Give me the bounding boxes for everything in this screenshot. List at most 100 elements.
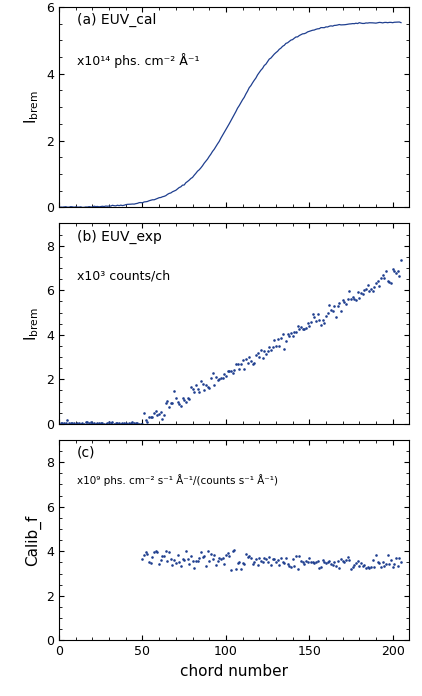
Point	[114, 418, 121, 429]
Point	[208, 372, 214, 383]
Point	[213, 560, 219, 571]
Point	[298, 555, 304, 567]
Point	[368, 561, 374, 572]
Point	[392, 267, 399, 278]
Point	[213, 371, 219, 382]
Point	[324, 308, 331, 319]
Point	[104, 418, 111, 429]
Point	[256, 351, 262, 363]
Point	[57, 418, 64, 429]
Point	[97, 418, 104, 429]
Point	[327, 304, 334, 315]
Point	[139, 553, 146, 564]
Point	[319, 554, 326, 565]
Point	[224, 365, 231, 377]
Point	[321, 556, 327, 567]
Point	[141, 407, 148, 418]
Point	[381, 273, 388, 284]
Point	[303, 555, 309, 566]
Point	[281, 343, 288, 354]
Point	[194, 383, 201, 395]
Point	[348, 564, 354, 575]
Point	[61, 418, 68, 429]
Point	[73, 418, 79, 429]
Point	[151, 407, 157, 418]
Point	[211, 550, 218, 561]
Point	[214, 375, 221, 386]
Point	[203, 380, 209, 391]
Point	[186, 393, 192, 404]
Point	[396, 270, 403, 281]
Point	[194, 555, 201, 567]
Point	[369, 285, 376, 296]
Point	[353, 557, 360, 569]
Point	[252, 349, 259, 361]
Point	[274, 333, 281, 345]
Point	[398, 556, 404, 567]
Point	[222, 549, 229, 560]
Point	[169, 397, 176, 409]
Point	[339, 294, 346, 306]
Point	[287, 328, 294, 339]
Point	[141, 549, 148, 560]
Point	[94, 418, 101, 429]
Point	[294, 321, 301, 332]
Point	[192, 555, 199, 566]
Point	[283, 335, 289, 347]
Point	[273, 340, 279, 351]
Point	[338, 554, 344, 565]
Text: x10³ counts/ch: x10³ counts/ch	[77, 269, 170, 283]
Point	[238, 358, 244, 370]
Point	[216, 553, 222, 564]
Point	[371, 282, 378, 293]
Point	[187, 381, 194, 393]
Point	[59, 418, 66, 429]
Point	[236, 363, 243, 374]
Point	[398, 255, 404, 266]
Point	[139, 418, 146, 429]
Point	[189, 383, 196, 395]
Point	[356, 560, 362, 571]
Point	[271, 553, 278, 564]
Point	[166, 402, 173, 413]
Point	[197, 546, 204, 557]
Point	[147, 557, 154, 569]
Point	[344, 552, 351, 563]
Point	[201, 551, 208, 562]
Point	[176, 557, 183, 568]
Point	[336, 563, 343, 574]
Point	[162, 545, 169, 556]
Point	[221, 368, 227, 379]
Point	[168, 553, 174, 564]
Point	[261, 553, 268, 564]
Point	[209, 367, 216, 379]
Point	[313, 316, 319, 327]
Point	[182, 545, 189, 556]
Text: (a) EUV_cal: (a) EUV_cal	[77, 13, 156, 27]
Point	[179, 392, 186, 403]
Point	[171, 386, 178, 397]
Point	[357, 287, 364, 299]
Point	[264, 345, 271, 356]
Point	[296, 323, 303, 334]
Point	[161, 551, 168, 562]
Point	[357, 557, 364, 568]
Point	[159, 414, 166, 425]
Point	[106, 416, 113, 427]
Point	[289, 554, 296, 565]
Point	[381, 560, 388, 571]
Point	[254, 559, 261, 570]
Point	[314, 555, 321, 567]
Point	[371, 561, 378, 572]
Point	[127, 418, 134, 429]
Point	[343, 299, 349, 310]
Point	[334, 301, 341, 312]
Point	[249, 359, 256, 370]
Point	[206, 555, 213, 566]
Point	[146, 557, 152, 568]
Point	[239, 557, 246, 569]
Point	[181, 554, 187, 565]
Point	[259, 352, 266, 363]
Point	[219, 373, 226, 384]
Point	[343, 554, 349, 565]
